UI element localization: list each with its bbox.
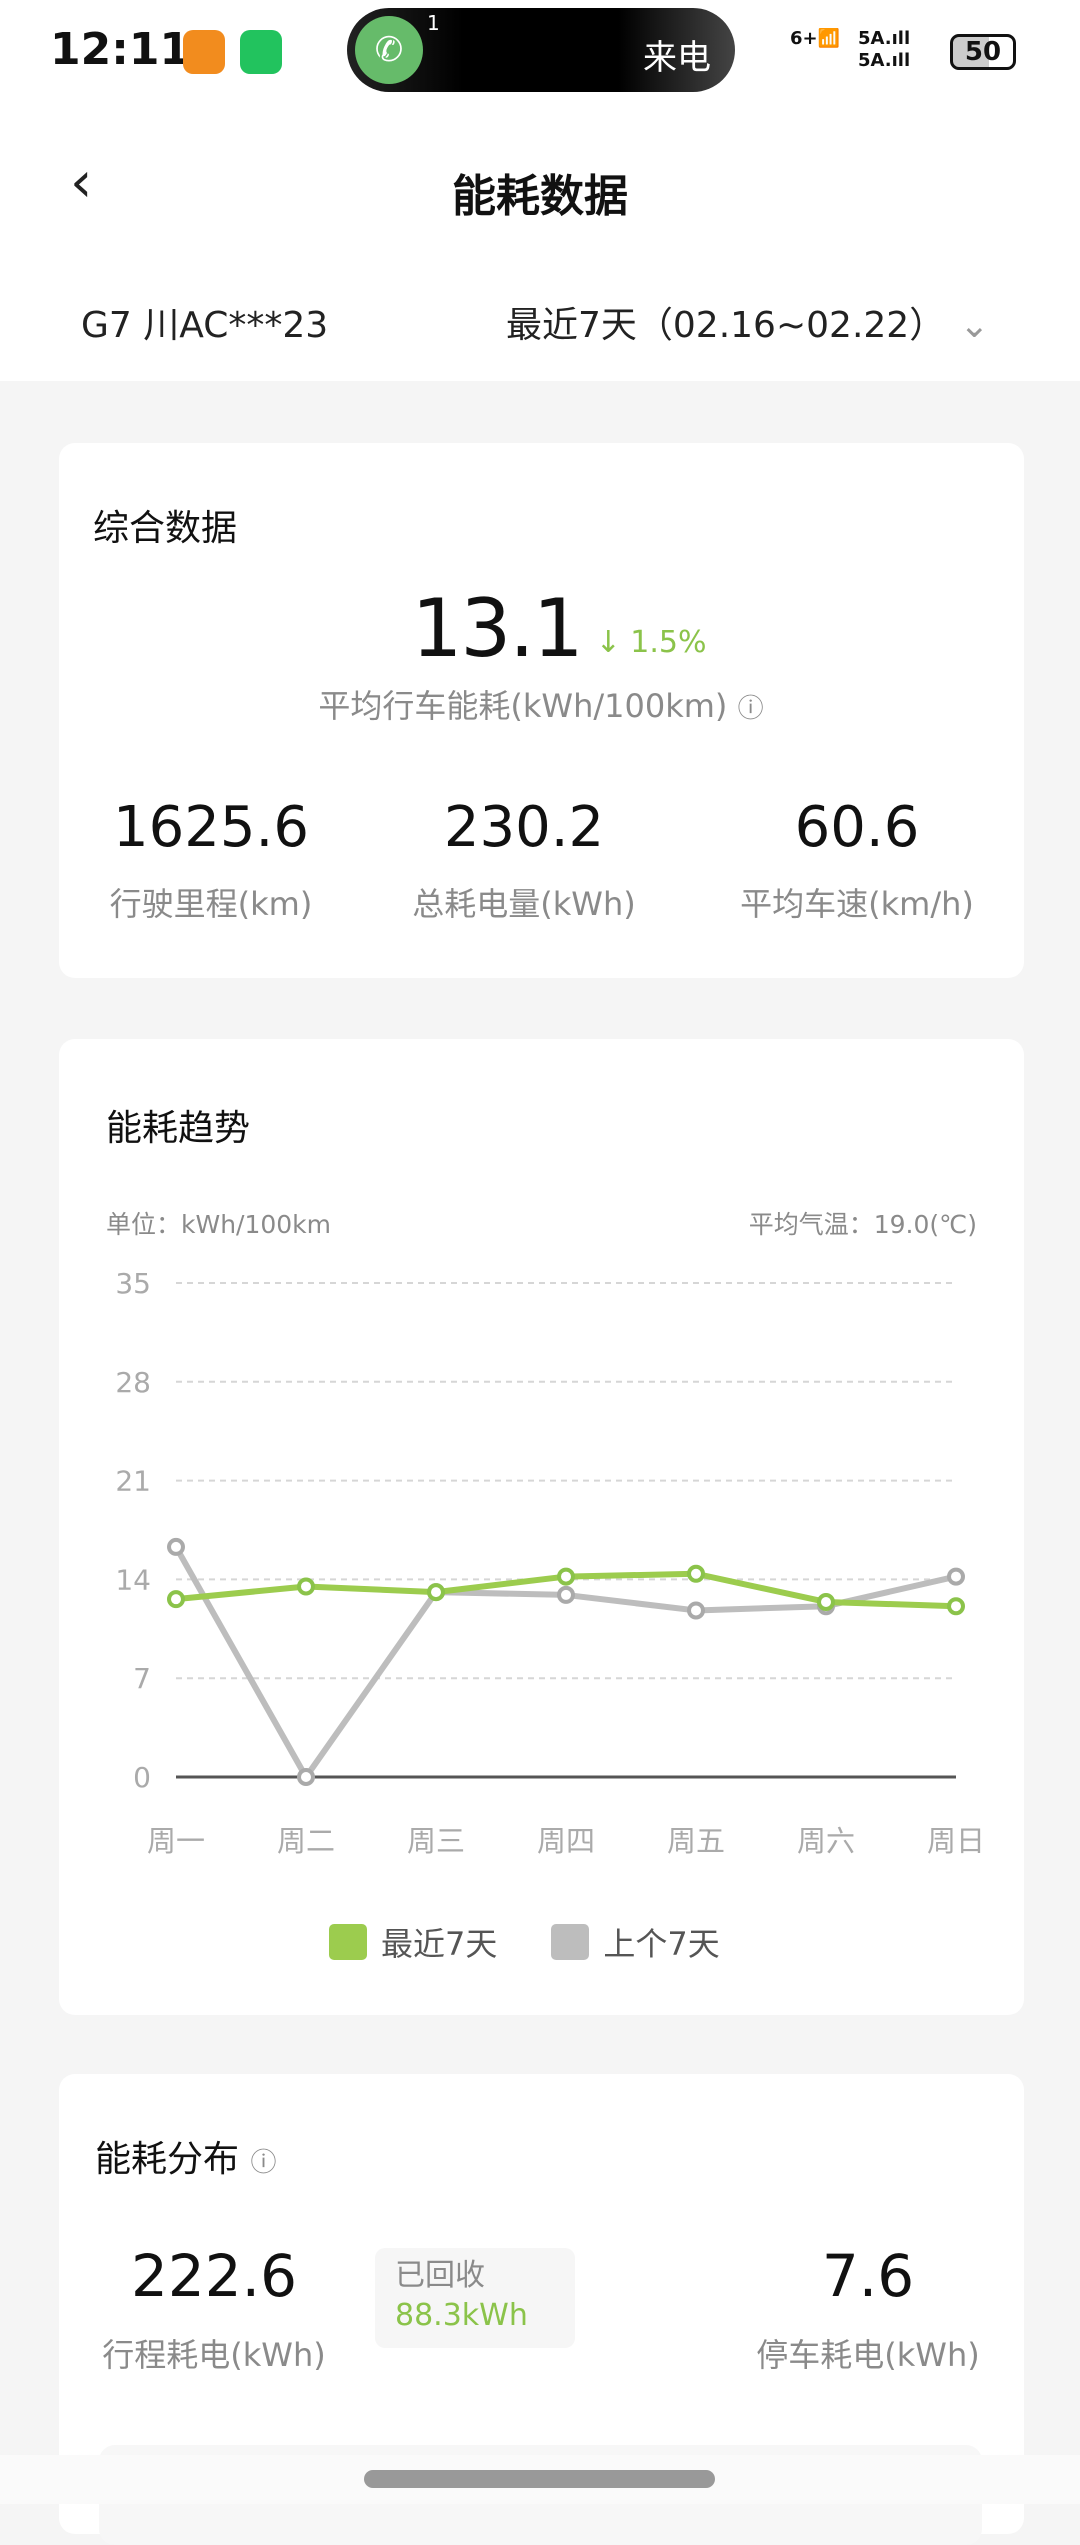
data-point (947, 1597, 965, 1616)
recovered-value: 88.3kWh (395, 2298, 528, 2333)
park-consumption-label: 停车耗电(kWh) (756, 2336, 980, 2374)
stat-value: 230.2 (443, 795, 605, 860)
data-point (557, 1567, 575, 1586)
signal-icon: 5A.ıll 5A.ıll (858, 28, 911, 71)
summary-card: 综合数据 13.1 ↓ 1.5% 平均行车能耗(kWh/100km) ⓘ 162… (59, 443, 1024, 978)
section-title: 能耗趋势 (106, 1108, 251, 1149)
stat-label: 平均车速(km/h) (740, 885, 974, 923)
x-tick-label: 周六 (797, 1824, 855, 1858)
x-tick-label: 周二 (277, 1824, 335, 1858)
page-title: 能耗数据 (452, 171, 628, 222)
data-point (817, 1592, 835, 1611)
stat-label: 行驶里程(km) (109, 885, 313, 923)
period-selector[interactable]: 最近7天（02.16~02.22） ⌄ (506, 296, 989, 348)
recovered-label: 已回收 (395, 2258, 485, 2293)
x-tick-label: 周五 (667, 1824, 725, 1858)
unit-label: 单位：kWh/100km (106, 1210, 332, 1239)
battery-icon: 50 (950, 34, 1016, 70)
legend: 最近7天 上个7天 (329, 1919, 720, 1965)
data-point (297, 1768, 315, 1786)
data-point (687, 1601, 705, 1620)
stat-label: 总耗电量(kWh) (412, 885, 636, 923)
data-point (687, 1564, 705, 1583)
data-point (557, 1585, 575, 1604)
stat-value: 1625.6 (113, 795, 309, 860)
y-tick-label: 14 (115, 1563, 151, 1596)
x-tick-label: 周日 (927, 1824, 985, 1858)
trip-consumption-label: 行程耗电(kWh) (102, 2336, 326, 2374)
trend-card: 能耗趋势 单位：kWh/100km 平均气温：19.0(℃) 0 7 14 21 28 3… (59, 1039, 1024, 2015)
help-icon[interactable]: ⓘ (250, 2148, 277, 2178)
legend-swatch-recent (329, 1924, 367, 1960)
back-button[interactable]: ‹ (70, 150, 93, 215)
wechat-icon (240, 30, 282, 74)
x-tick-label: 周四 (537, 1824, 595, 1858)
data-point (297, 1577, 315, 1596)
recovered-bubble: 已回收 88.3kWh (375, 2248, 575, 2348)
data-point (427, 1583, 445, 1602)
section-title: 综合数据 (93, 508, 238, 549)
wifi-icon: 6+📶 (790, 28, 841, 49)
x-tick-label: 周一 (147, 1824, 205, 1858)
y-tick-label: 28 (115, 1366, 151, 1399)
chevron-down-icon: ⌄ (959, 305, 990, 346)
avg-temp-label: 平均气温：19.0(℃) (748, 1210, 977, 1239)
y-tick-label: 7 (133, 1662, 151, 1695)
legend-label: 最近7天 (381, 1925, 498, 1963)
data-point (947, 1567, 965, 1586)
y-tick-label: 35 (115, 1267, 151, 1300)
avg-consumption-value: 13.1 (411, 582, 583, 675)
avg-consumption-row: 13.1 ↓ 1.5% (411, 583, 706, 675)
period-label: 最近7天（02.16~02.22） (506, 305, 946, 346)
trend-chart: 0 7 14 21 28 35 周一 周二 周三 周四 周五 周六 周日 (115, 1267, 985, 1858)
legend-swatch-previous (551, 1924, 590, 1960)
health-app-icon (183, 30, 225, 74)
legend-label: 上个7天 (603, 1925, 720, 1963)
data-point (167, 1590, 185, 1609)
park-consumption-value: 7.6 (821, 2242, 915, 2310)
y-tick-label: 0 (133, 1761, 151, 1794)
data-point (167, 1537, 185, 1556)
call-label: 来电 (643, 38, 711, 78)
section-title: 能耗分布 ⓘ (95, 2139, 277, 2180)
call-badge: 1 (427, 11, 440, 35)
trip-consumption-value: 222.6 (130, 2242, 298, 2310)
x-tick-label: 周三 (407, 1824, 465, 1858)
change-indicator: ↓ 1.5% (596, 623, 707, 663)
vehicle-selector[interactable]: G7 川AC***23 (81, 305, 329, 346)
incoming-call-pill[interactable]: ✆ 1 来电 (347, 8, 735, 92)
stat-value: 60.6 (794, 795, 920, 860)
phone-icon: ✆ (355, 16, 423, 84)
status-time: 12:11 (50, 24, 191, 75)
arrow-down-icon: ↓ (595, 625, 621, 660)
change-value: 1.5% (630, 625, 707, 660)
home-indicator[interactable] (364, 2470, 715, 2488)
y-tick-label: 21 (115, 1465, 151, 1498)
avg-consumption-label: 平均行车能耗(kWh/100km) ⓘ (318, 687, 764, 725)
help-icon[interactable]: ⓘ (737, 694, 764, 724)
